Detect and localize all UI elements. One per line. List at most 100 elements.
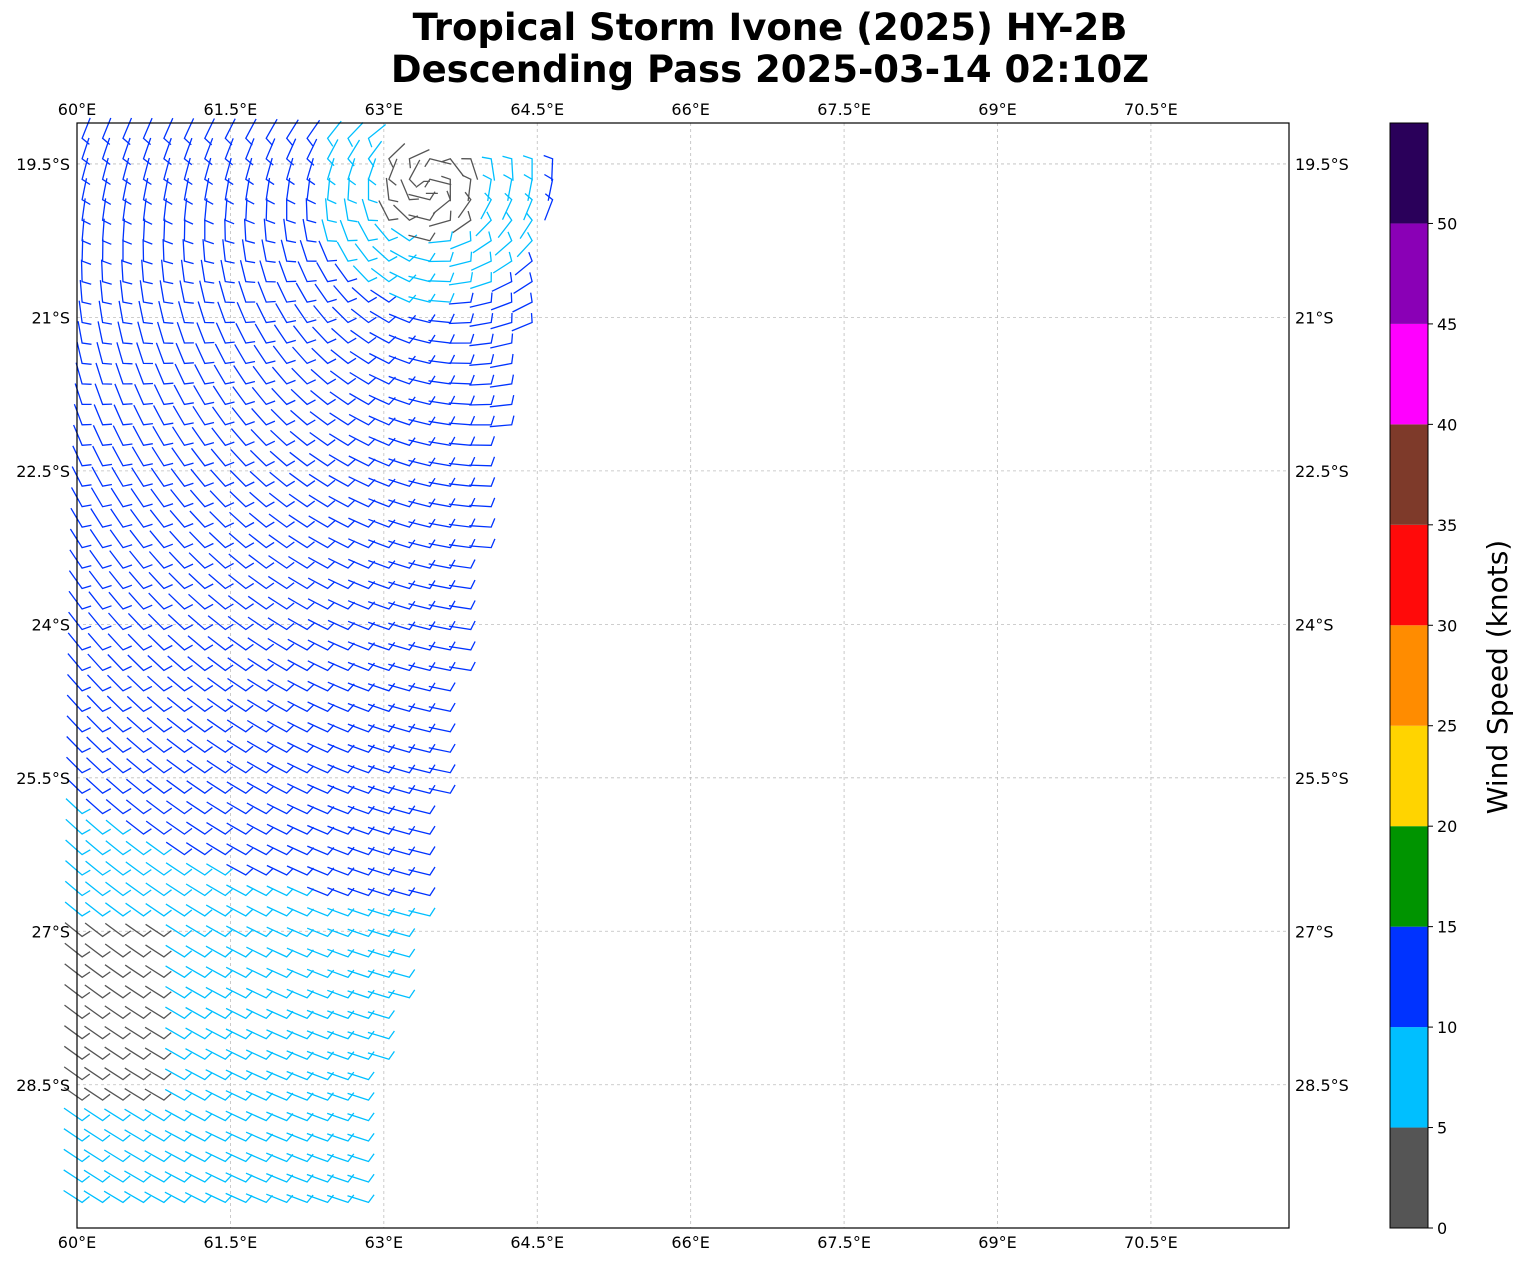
wind-barb xyxy=(158,300,174,324)
wind-barb xyxy=(131,446,153,467)
wind-barb xyxy=(124,1129,152,1142)
wind-barb xyxy=(307,783,335,794)
wind-barb xyxy=(245,1070,274,1081)
lat-tick-label-left: 25.5°S xyxy=(16,769,70,788)
wind-barb xyxy=(191,426,215,447)
lon-tick-label-top: 63°E xyxy=(365,100,403,119)
wind-barb xyxy=(186,800,213,815)
wind-barb xyxy=(347,1133,375,1142)
wind-barb xyxy=(185,1130,213,1142)
wind-barb xyxy=(189,489,214,508)
wind-barb xyxy=(78,300,92,325)
wind-barb xyxy=(266,1049,294,1060)
wind-barb xyxy=(308,473,336,487)
colorbar-segment xyxy=(1390,1127,1428,1228)
wind-barb xyxy=(207,677,234,692)
wind-barb xyxy=(168,593,194,610)
wind-barb xyxy=(119,280,133,305)
wind-barb xyxy=(185,965,213,979)
wind-barb xyxy=(64,880,91,897)
wind-barb xyxy=(388,805,416,815)
wind-barb xyxy=(268,513,295,528)
wind-barb xyxy=(109,550,133,569)
wind-barb xyxy=(266,1111,294,1122)
wind-barb xyxy=(311,347,337,365)
wind-barb xyxy=(310,368,337,385)
wind-barb xyxy=(312,326,337,344)
wind-barb xyxy=(266,1131,294,1142)
wind-barb xyxy=(207,615,234,631)
wind-barb xyxy=(286,906,314,917)
wind-barb xyxy=(226,781,254,794)
wind-barb xyxy=(448,641,476,651)
lon-tick-label-bottom: 63°E xyxy=(365,1233,403,1252)
wind-barb xyxy=(144,1067,172,1081)
chart-title-line-1: Tropical Storm Ivone (2025) HY-2B xyxy=(412,6,1128,49)
wind-barb xyxy=(328,454,356,467)
wind-barb xyxy=(64,1025,91,1040)
wind-barb xyxy=(142,157,152,186)
wind-barb xyxy=(69,549,92,569)
wind-barb xyxy=(328,516,356,528)
wind-barb xyxy=(87,674,112,692)
wind-barb xyxy=(232,386,255,406)
wind-barb xyxy=(287,721,315,733)
wind-barb xyxy=(207,656,234,672)
wind-barb xyxy=(146,696,173,713)
wind-barb xyxy=(286,198,296,224)
wind-barb xyxy=(130,488,153,508)
wind-barb xyxy=(266,782,294,794)
wind-barb xyxy=(307,639,335,651)
wind-barb xyxy=(268,492,295,508)
wind-barb xyxy=(286,803,315,815)
wind-barb xyxy=(164,1171,192,1183)
wind-barb xyxy=(245,1049,274,1060)
wind-barb xyxy=(97,321,113,345)
wind-barb xyxy=(103,1190,131,1204)
wind-barb xyxy=(90,487,112,508)
colorbar-frame xyxy=(1389,122,1429,1229)
wind-barb xyxy=(116,342,133,365)
wind-barb xyxy=(104,1005,131,1020)
wind-barb xyxy=(190,447,215,467)
wind-barb xyxy=(327,825,355,835)
wind-barb xyxy=(286,886,314,897)
wind-barb xyxy=(267,575,295,590)
wind-barb xyxy=(132,425,153,447)
wind-barb xyxy=(206,698,234,713)
wind-barb xyxy=(63,1169,91,1183)
wind-barb xyxy=(144,1129,172,1142)
wind-barb xyxy=(146,779,173,795)
wind-barb xyxy=(144,1088,172,1101)
wind-barb xyxy=(222,239,235,264)
wind-barb xyxy=(226,884,254,897)
wind-barb xyxy=(185,1006,213,1020)
wind-barb xyxy=(70,487,92,508)
wind-barb xyxy=(213,364,235,385)
wind-barb xyxy=(408,211,436,221)
wind-barb xyxy=(148,551,173,569)
wind-barb xyxy=(361,198,379,222)
wind-barb xyxy=(87,612,112,631)
wind-barb xyxy=(523,174,533,202)
wind-barb xyxy=(67,653,92,672)
wind-barb xyxy=(206,842,233,856)
wind-barb xyxy=(76,341,92,365)
wind-barb xyxy=(105,860,132,876)
wind-barb xyxy=(408,416,436,426)
wind-barb xyxy=(185,1089,213,1101)
wind-barb xyxy=(388,457,416,467)
wind-barb xyxy=(269,471,296,487)
wind-barb xyxy=(147,655,173,672)
wind-barb xyxy=(230,428,255,447)
wind-barb xyxy=(187,656,214,672)
wind-barb xyxy=(81,117,91,145)
wind-barb xyxy=(347,1071,375,1081)
wind-barb xyxy=(105,881,132,897)
colorbar-segment xyxy=(1390,725,1428,827)
wind-barb xyxy=(408,866,436,876)
wind-barb xyxy=(408,436,436,447)
wind-barb xyxy=(93,404,113,426)
wind-barb xyxy=(207,635,234,651)
wind-barb xyxy=(408,825,436,835)
